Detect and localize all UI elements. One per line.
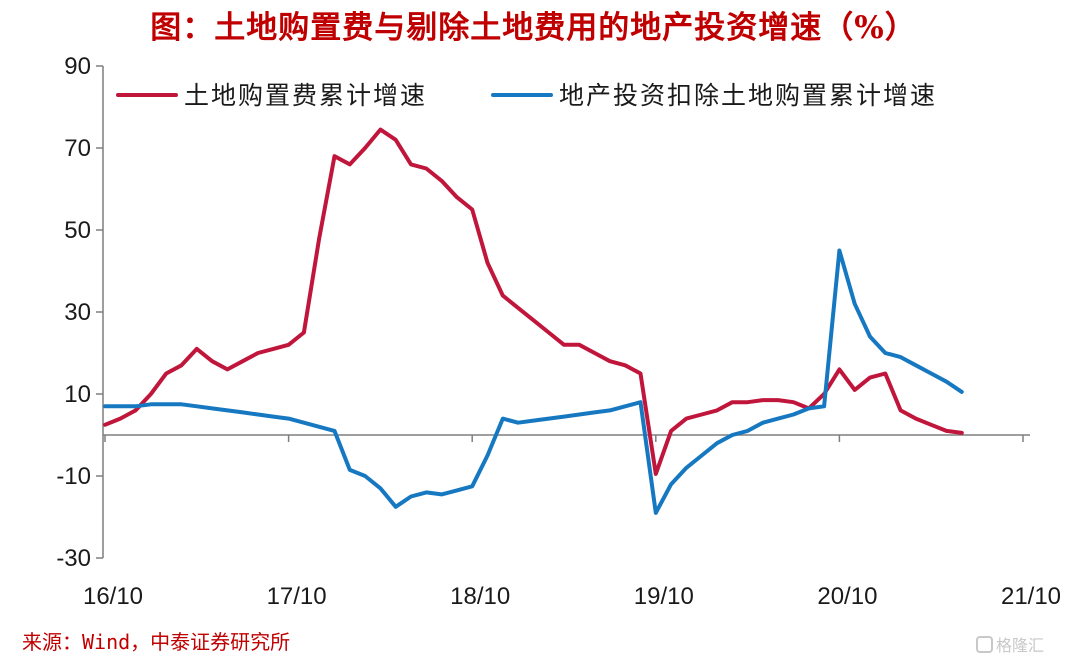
source-note: 来源：Wind，中泰证券研究所 [22, 630, 291, 654]
watermark-logo-icon [976, 635, 993, 653]
y-tick-label: -10 [56, 463, 91, 490]
legend-label: 土地购置费累计增速 [184, 81, 427, 110]
y-tick-label: 70 [64, 135, 91, 162]
y-tick-label: 30 [64, 299, 91, 326]
x-tick-label: 18/10 [450, 583, 510, 610]
legend-label: 地产投资扣除土地购置累计增速 [559, 81, 937, 110]
x-tick-label: 20/10 [817, 583, 877, 610]
chart-title: 图：土地购置费与剔除土地费用的地产投资增速（%） [150, 10, 917, 46]
legend: 土地购置费累计增速 地产投资扣除土地购置累计增速 [116, 81, 937, 110]
x-tick-label: 16/10 [83, 583, 143, 610]
y-tick-label: 10 [64, 381, 91, 408]
y-tick-label: 90 [64, 53, 91, 80]
series-line-land-purchase [103, 127, 964, 476]
x-tick-label: 21/10 [1001, 583, 1061, 610]
series-layer [103, 127, 964, 515]
axes-layer: -30 -10 10 30 50 70 90 16/10 17/10 18/10 19/10 20/1… [56, 53, 1061, 610]
y-tick-label: -30 [56, 545, 91, 572]
watermark: 格隆汇 [976, 632, 1044, 656]
watermark-text: 格隆汇 [996, 636, 1045, 655]
x-tick-label: 19/10 [634, 583, 694, 610]
y-tick-label: 50 [64, 217, 91, 244]
x-tick-label: 17/10 [267, 583, 327, 610]
series-line-investment-ex-land [103, 248, 964, 515]
